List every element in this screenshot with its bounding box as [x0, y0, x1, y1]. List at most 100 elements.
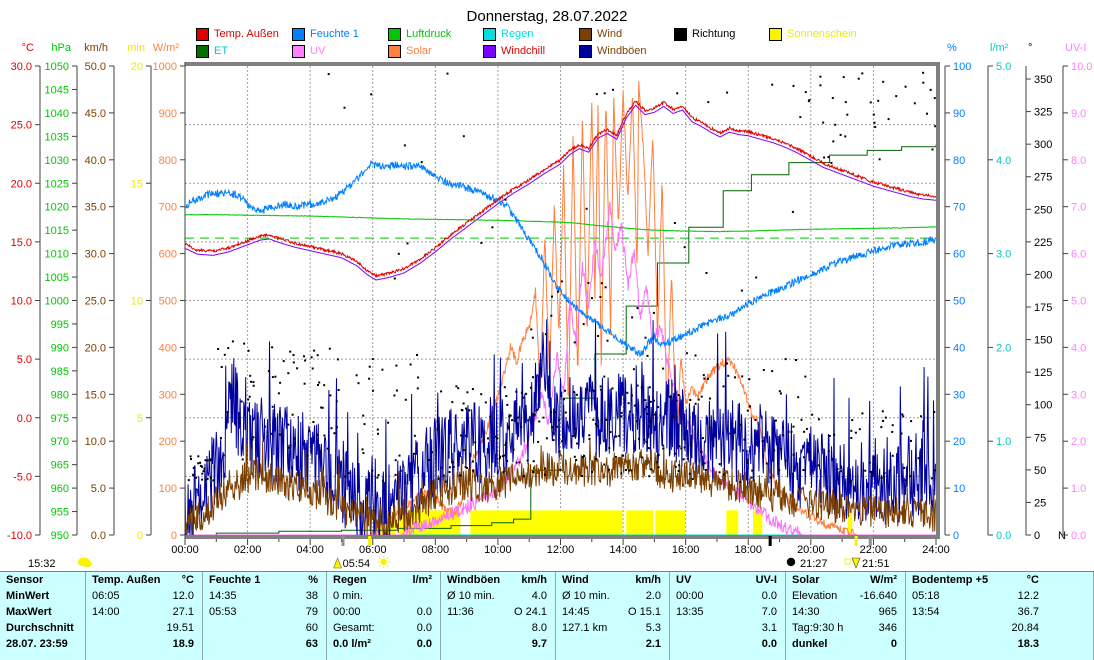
legend-swatch: [388, 45, 401, 58]
legend-item-solar: Solar: [388, 45, 432, 58]
table-cell-value: 38: [305, 590, 318, 602]
legend-swatch: [579, 45, 592, 58]
legend-label: UV: [310, 45, 326, 57]
table-cell-label: Ø 10 min.: [562, 590, 610, 602]
svg-text:100: 100: [953, 61, 971, 73]
series-solar: [185, 81, 936, 535]
svg-text:0.0: 0.0: [91, 530, 106, 542]
svg-text:08:00: 08:00: [422, 544, 450, 556]
svg-text:900: 900: [159, 108, 177, 120]
legend-item-regen: Regen: [483, 28, 533, 41]
svg-text:1045: 1045: [45, 84, 69, 96]
table-cell-value: 27.1: [172, 606, 194, 618]
svg-text:10:00: 10:00: [484, 544, 512, 556]
legend-item-wind: Wind: [579, 28, 622, 41]
table-cell-value: 20.84: [1011, 622, 1039, 634]
legend-label: Luftdruck: [406, 28, 452, 40]
svg-text:5: 5: [137, 413, 143, 425]
legend-swatch: [196, 28, 209, 41]
svg-text:40: 40: [953, 342, 965, 354]
axis-hPa: hPa 950 955 960 965 970 975 980 985 990 995 1000 100…: [45, 42, 78, 542]
svg-text:1005: 1005: [45, 272, 69, 284]
svg-text:80: 80: [953, 155, 965, 167]
table-cell-value: 3.1: [761, 622, 777, 634]
legend-label: Windböen: [597, 45, 647, 57]
table-header-label: Sensor: [6, 574, 44, 586]
table-header-label: Temp. Außen: [92, 574, 161, 586]
svg-text:100: 100: [1034, 400, 1052, 412]
table-cell-label: 14:30: [792, 606, 820, 618]
table-col-temp-au-en: Temp. Außen °C 06:05 12.0 14:00 27.1 19.51 18.9: [86, 572, 203, 660]
axis-kmh: km/h 0.0 5.0 10.0 15.0 20.0 25.0 30.0 35.0 40.0 45…: [84, 42, 115, 542]
legend-item-windchill: Windchill: [483, 45, 545, 58]
legend-item-sonnenschein: Sonnenschein: [769, 28, 857, 41]
axis-lm: l/m² 0.0 1.0 2.0 3.0 4.0 5.0: [987, 42, 1011, 542]
svg-text:45.0: 45.0: [85, 108, 106, 120]
svg-text:30.0: 30.0: [85, 249, 106, 261]
svg-text:0: 0: [953, 530, 959, 542]
svg-text:1000: 1000: [153, 61, 177, 73]
svg-text:25: 25: [1034, 497, 1046, 509]
table-cell-value: 965: [878, 606, 897, 618]
svg-text:%: %: [947, 42, 957, 54]
svg-text:2.0: 2.0: [996, 342, 1011, 354]
sun-up-icon: [333, 557, 343, 569]
svg-text:hPa: hPa: [51, 42, 71, 54]
svg-text:3.0: 3.0: [996, 249, 1011, 261]
legend-item-temp-au-en: Temp. Außen: [196, 28, 279, 41]
table-header-unit: W/m²: [870, 574, 897, 586]
table-cell-value: 60: [305, 622, 318, 634]
svg-text:20:00: 20:00: [797, 544, 825, 556]
chart-legend: Temp. Außen Feuchte 1 Luftdruck Regen Wind Ri…: [0, 0, 1094, 64]
svg-text:75: 75: [1034, 432, 1046, 444]
table-header-unit: km/h: [635, 574, 661, 586]
svg-text:300: 300: [159, 389, 177, 401]
table-col-wind: Wind km/h Ø 10 min. 2.0 14:45 O 15.1 127.1 km 5…: [556, 572, 670, 660]
svg-text:2.0: 2.0: [1071, 436, 1086, 448]
axis-min: min 0 5 10 15 20: [127, 42, 152, 542]
table-cell-value: 0.0: [416, 622, 432, 634]
table-header-unit: l/m²: [412, 574, 432, 586]
svg-text:400: 400: [159, 342, 177, 354]
axis-UVI: UV-I 0.0 1.0 2.0 3.0 4.0 5.0 6.0 7.0 8.0 9.0 10.0: [1062, 42, 1092, 542]
table-header-unit: °C: [1026, 574, 1039, 586]
svg-text:7.0: 7.0: [1071, 202, 1086, 214]
svg-text:1000: 1000: [45, 296, 69, 308]
svg-text:06:00: 06:00: [359, 544, 387, 556]
svg-text:1.0: 1.0: [1071, 483, 1086, 495]
svg-text:15.0: 15.0: [85, 389, 106, 401]
series-feuchte-1: [185, 159, 936, 358]
table-header-label: Bodentemp +5: [912, 574, 989, 586]
legend-swatch: [674, 28, 687, 41]
legend-label: Windchill: [501, 45, 546, 57]
table-cell-label: 127.1 km: [562, 622, 608, 634]
svg-text:5.0: 5.0: [1071, 296, 1086, 308]
svg-text:15: 15: [131, 178, 143, 190]
svg-text:9.0: 9.0: [1071, 108, 1086, 120]
table-cell-value: 0: [890, 638, 897, 650]
table-cell-value: 12.0: [172, 590, 194, 602]
svg-text:-5.0: -5.0: [13, 471, 32, 483]
sunrise-marker: 05:54: [333, 555, 391, 570]
axis-°: ° 0 25 50 75 100 125 150 175 200 225 250 275 300 325 35…: [1025, 42, 1066, 542]
svg-text:1030: 1030: [45, 155, 69, 167]
table-header-label: UV: [676, 574, 692, 586]
series-windb-en: [185, 318, 936, 535]
axis-marker-tick: [368, 536, 372, 546]
table-cell-value: 0.0: [761, 638, 777, 650]
new-moon-icon: [786, 557, 796, 567]
table-col-bodentemp-5: Bodentemp +5 °C 05:18 12.2 13:54 36.7 20.84 18.…: [906, 572, 1094, 660]
table-cell-label: 00:00: [333, 606, 361, 618]
svg-text:16:00: 16:00: [672, 544, 700, 556]
svg-text:25.0: 25.0: [85, 296, 106, 308]
table-cell-value: 8.0: [531, 622, 547, 634]
table-header-unit: %: [308, 574, 318, 586]
svg-text:60: 60: [953, 249, 965, 261]
svg-text:04:00: 04:00: [296, 544, 324, 556]
series-layer: [185, 71, 936, 535]
svg-text:N: N: [1058, 530, 1066, 542]
table-header-unit: UV-I: [755, 574, 777, 586]
svg-text:12:00: 12:00: [547, 544, 575, 556]
legend-item-richtung: Richtung: [674, 28, 735, 41]
